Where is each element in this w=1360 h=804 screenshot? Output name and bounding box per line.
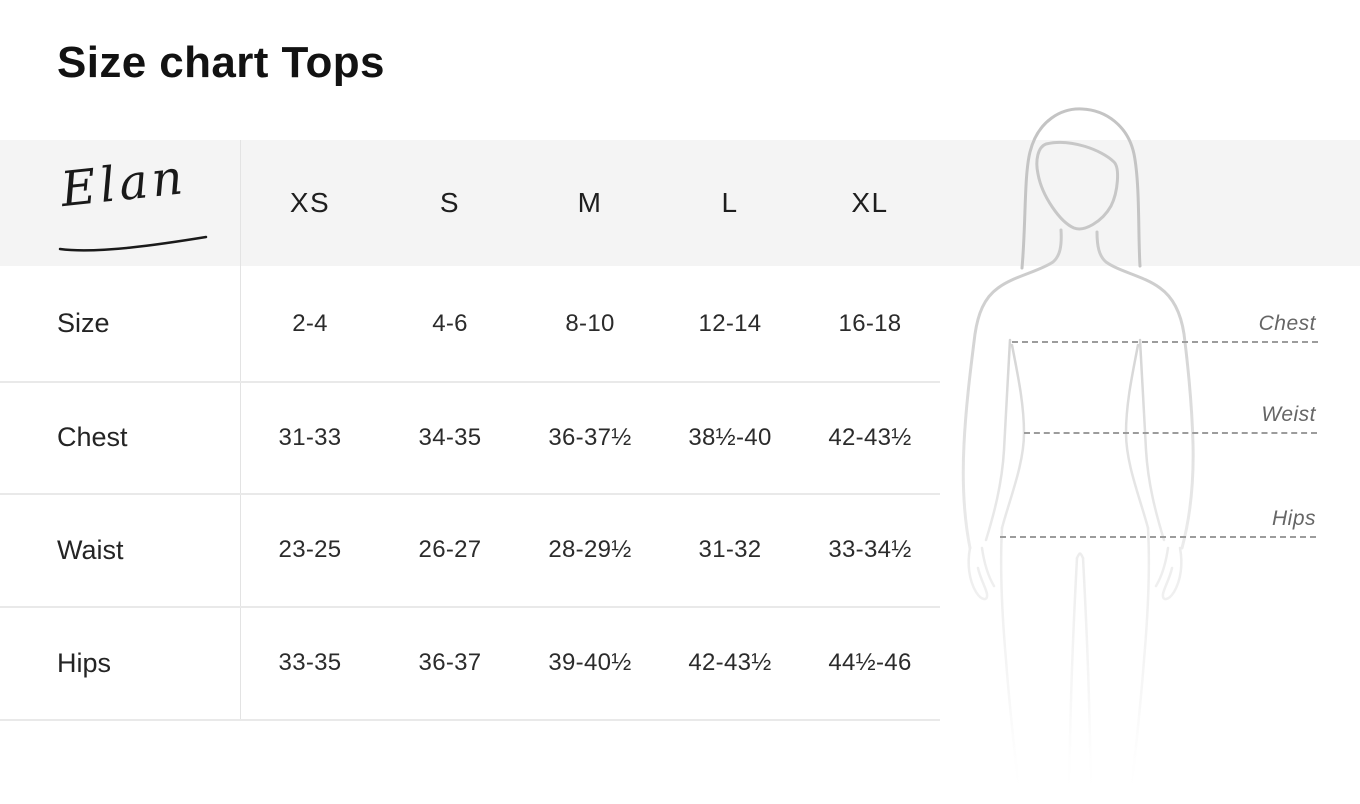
- table-cell: 39-40½: [548, 649, 632, 676]
- table-cell: 38½-40: [688, 423, 772, 451]
- table-cell: 23-25: [278, 536, 342, 563]
- measure-line-chest: [1012, 341, 1318, 343]
- table-cell: 31-32: [698, 536, 762, 563]
- table-cell: 16-18: [838, 309, 902, 337]
- table-divider-vertical: [240, 140, 241, 720]
- row-separator: [0, 606, 940, 608]
- column-header-s: S: [439, 187, 461, 218]
- hair-outline: [1020, 107, 1142, 270]
- right-hand: [1161, 546, 1183, 601]
- row-label: Hips: [57, 647, 112, 678]
- table-cell: 12-14: [698, 309, 762, 337]
- crotch-line: [1075, 552, 1085, 560]
- left-hand: [967, 546, 989, 601]
- page-title: Size chart Tops: [57, 38, 385, 87]
- measure-line-waist: [1024, 432, 1317, 434]
- measure-label-waist: Weist: [1261, 403, 1316, 426]
- table-cell: 8-10: [565, 309, 615, 337]
- column-header-xs: XS: [289, 187, 331, 218]
- table-cell: 28-29½: [548, 536, 632, 563]
- left-shoulder-arm: [961, 228, 1063, 550]
- table-row-waist: Waist 23-25 26-27 28-29½ 31-32 33-34½: [0, 494, 940, 606]
- column-header-m: M: [577, 187, 603, 218]
- table-cell: 42-43½: [688, 649, 772, 676]
- left-inner-arm: [984, 338, 1012, 542]
- table-row-chest: Chest 31-33 34-35 36-37½ 38½-40 42-43½: [0, 382, 940, 493]
- table-bottom-border: [0, 719, 940, 721]
- brand-name: Elan: [58, 149, 190, 218]
- column-header-xl: XL: [851, 187, 889, 218]
- table-cell: 2-4: [292, 309, 328, 337]
- right-inner-leg: [1081, 556, 1093, 802]
- measure-label-chest: Chest: [1258, 312, 1316, 335]
- brand-logo: Elan: [56, 149, 226, 260]
- table-cell: 36-37½: [548, 423, 632, 451]
- left-outer-leg: [999, 526, 1022, 802]
- table-cell: 33-35: [278, 649, 342, 676]
- table-cell: 33-34½: [828, 536, 912, 563]
- left-thumb: [980, 546, 996, 588]
- left-inner-leg: [1067, 556, 1079, 802]
- table-cell: 34-35: [418, 423, 482, 451]
- table-cell: 42-43½: [828, 423, 912, 451]
- measure-line-hips: [1000, 536, 1316, 538]
- row-label: Chest: [57, 422, 128, 452]
- column-header-l: L: [721, 187, 739, 218]
- right-shoulder-arm: [1095, 230, 1195, 550]
- row-separator: [0, 381, 940, 383]
- female-body-silhouette: [961, 107, 1195, 802]
- table-row-hips: Hips 33-35 36-37 39-40½ 42-43½ 44½-46: [0, 607, 940, 719]
- table-cell: 36-37: [418, 649, 482, 676]
- table-cell: 26-27: [418, 536, 482, 563]
- right-inner-arm: [1138, 338, 1166, 542]
- row-label: Waist: [57, 534, 124, 565]
- table-cell: 44½-46: [828, 649, 912, 676]
- right-outer-leg: [1128, 526, 1151, 802]
- brand-underline-swash: [58, 235, 208, 252]
- face-outline: [1035, 140, 1120, 231]
- table-header-band: [0, 140, 1360, 266]
- table-cell: 4-6: [432, 309, 468, 337]
- measure-label-hips: Hips: [1271, 507, 1316, 530]
- table-row-size: Size 2-4 4-6 8-10 12-14 16-18: [0, 266, 940, 381]
- size-column-headers: XS S M L XL: [240, 140, 940, 266]
- table-cell: 31-33: [278, 423, 342, 451]
- row-separator: [0, 493, 940, 495]
- row-label: Size: [57, 308, 110, 338]
- right-thumb: [1154, 546, 1170, 588]
